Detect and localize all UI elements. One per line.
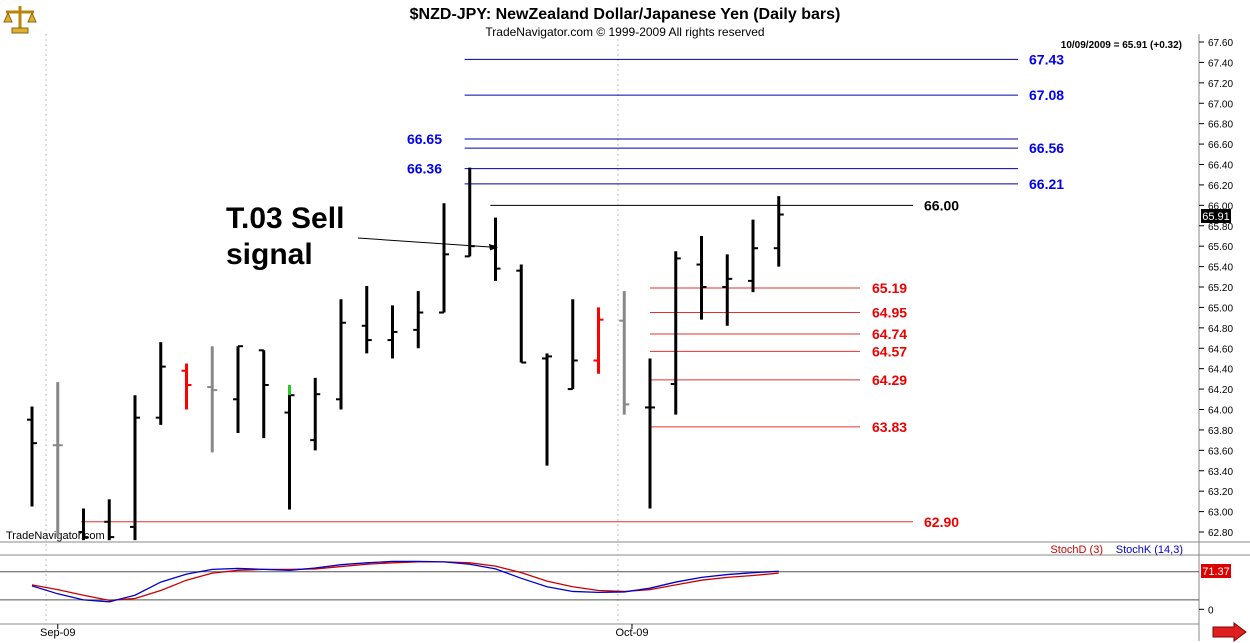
ohlc-bar	[155, 342, 166, 425]
ohlc-bar	[310, 377, 321, 451]
y-tick-label: 67.40	[1208, 58, 1233, 69]
stoch-last-badge: 71.37	[1201, 564, 1231, 578]
y-tick-label: 63.00	[1208, 508, 1233, 519]
ohlc-bar	[104, 499, 115, 541]
price-levels: 67.43 67.08 66.65 66.56 66.36 66.21 66.00 65.19…	[80, 51, 1064, 530]
y-tick-label: 63.60	[1208, 446, 1233, 457]
ohlc-bar	[52, 381, 63, 538]
level-label: 66.65	[407, 131, 442, 147]
level-label: 64.74	[872, 326, 907, 342]
stoch-series-line	[31, 560, 779, 603]
ohlc-bar	[233, 345, 243, 433]
ohlc-bar	[439, 203, 449, 314]
level-label: 65.19	[872, 280, 907, 296]
ohlc-bar	[181, 363, 192, 410]
stoch-legend: StochD (3) StochK (14,3)	[1050, 544, 1183, 556]
y-tick-label: 66.20	[1208, 181, 1233, 192]
ohlc-bar	[258, 349, 269, 439]
ohlc-bar	[387, 305, 398, 359]
y-tick-label: 63.80	[1208, 426, 1233, 437]
level-label: 64.57	[872, 343, 907, 359]
ohlc-bar	[748, 219, 758, 293]
level-label: 66.21	[1029, 176, 1064, 192]
y-tick-label: 65.20	[1208, 283, 1233, 294]
stoch-last-label: 71.37	[1202, 566, 1230, 578]
y-tick-label: 65.60	[1208, 242, 1233, 253]
last-price-label: 65.91	[1202, 211, 1230, 223]
x-tick-label: Sep-09	[40, 627, 75, 639]
chart-title: $NZD-JPY: NewZealand Dollar/Japanese Yen…	[410, 6, 841, 23]
legend-stochd: StochD (3)	[1050, 544, 1103, 556]
y-tick-label: 67.00	[1208, 99, 1233, 110]
level-label: 66.00	[924, 197, 959, 213]
ohlc-bar	[567, 299, 578, 391]
x-tick-label: Oct-09	[615, 627, 648, 639]
y-tick-label: 66.40	[1208, 161, 1233, 172]
ohlc-bar	[593, 307, 604, 374]
level-label: 62.90	[924, 514, 959, 530]
ohlc-bar	[130, 395, 140, 541]
y-tick-label: 66.00	[1208, 201, 1233, 212]
y-tick-label: 64.00	[1208, 406, 1233, 417]
y-tick-label: 65.80	[1208, 222, 1233, 233]
chart-subtitle: TradeNavigator.com © 1999-2009 All right…	[485, 25, 764, 39]
level-label: 67.08	[1029, 87, 1064, 103]
stochastic-axis: 0	[1199, 605, 1214, 616]
ohlc-bar	[516, 264, 527, 364]
stochastic-panel	[0, 560, 1199, 603]
ohlc-bar	[645, 358, 655, 509]
ohlc-bar	[773, 196, 784, 267]
annotation-arrow-line	[357, 237, 491, 248]
ohlc-bar	[722, 254, 733, 326]
y-tick-label: 65.00	[1208, 303, 1233, 314]
y-tick-label: 66.80	[1208, 120, 1233, 131]
ohlc-bar	[336, 299, 346, 410]
ohlc-bar	[696, 235, 707, 320]
date-value-readout: 10/09/2009 = 65.91 (+0.32)	[1061, 40, 1182, 51]
sell-signal-annotation: T.03 Sell signal	[226, 202, 498, 271]
level-label: 64.29	[872, 372, 907, 388]
y-tick-label: 65.40	[1208, 263, 1233, 274]
ohlc-bar	[207, 346, 218, 453]
ohlc-bar	[27, 406, 37, 507]
stoch-tick-label: 0	[1208, 605, 1214, 616]
y-tick-label: 63.40	[1208, 467, 1233, 478]
y-tick-label: 64.60	[1208, 344, 1233, 355]
ohlc-bar	[670, 251, 681, 415]
ohlc-bar	[542, 353, 552, 466]
ohlc-bar	[284, 385, 295, 510]
annotation-line1: T.03 Sell	[226, 202, 344, 235]
ohlc-bars	[27, 167, 784, 541]
level-label: 66.56	[1029, 140, 1064, 156]
legend-stochk: StochK (14,3)	[1116, 544, 1183, 556]
annotation-arrow-head	[489, 243, 498, 251]
stoch-series-line	[31, 561, 779, 602]
y-tick-label: 67.20	[1208, 79, 1233, 90]
y-tick-label: 67.60	[1208, 38, 1233, 49]
y-tick-label: 63.20	[1208, 487, 1233, 498]
y-tick-label: 62.80	[1208, 528, 1233, 539]
y-tick-label: 64.20	[1208, 385, 1233, 396]
level-label: 63.83	[872, 419, 907, 435]
price-axis: 67.60 67.40 67.20 67.00 66.80 66.60 66.40 66.20…	[1199, 38, 1233, 539]
annotation-line2: signal	[226, 238, 313, 271]
panel-frame	[0, 34, 1250, 641]
level-label: 64.95	[872, 305, 907, 321]
y-tick-label: 64.40	[1208, 365, 1233, 376]
y-tick-label: 64.80	[1208, 324, 1233, 335]
level-label: 66.36	[407, 161, 442, 177]
watermark-text: TradeNavigator.com	[6, 530, 105, 542]
date-axis: Sep-09 Oct-09	[40, 624, 648, 639]
right-arrow-icon[interactable]	[1212, 622, 1247, 642]
last-price-badge: 65.91	[1201, 209, 1231, 223]
ohlc-bar	[619, 291, 630, 415]
y-tick-label: 66.60	[1208, 140, 1233, 151]
ohlc-bar	[413, 291, 424, 349]
scales-icon	[3, 6, 37, 34]
ohlc-bar	[361, 285, 372, 354]
level-label: 67.43	[1029, 51, 1064, 67]
ohlc-bar	[78, 508, 89, 541]
